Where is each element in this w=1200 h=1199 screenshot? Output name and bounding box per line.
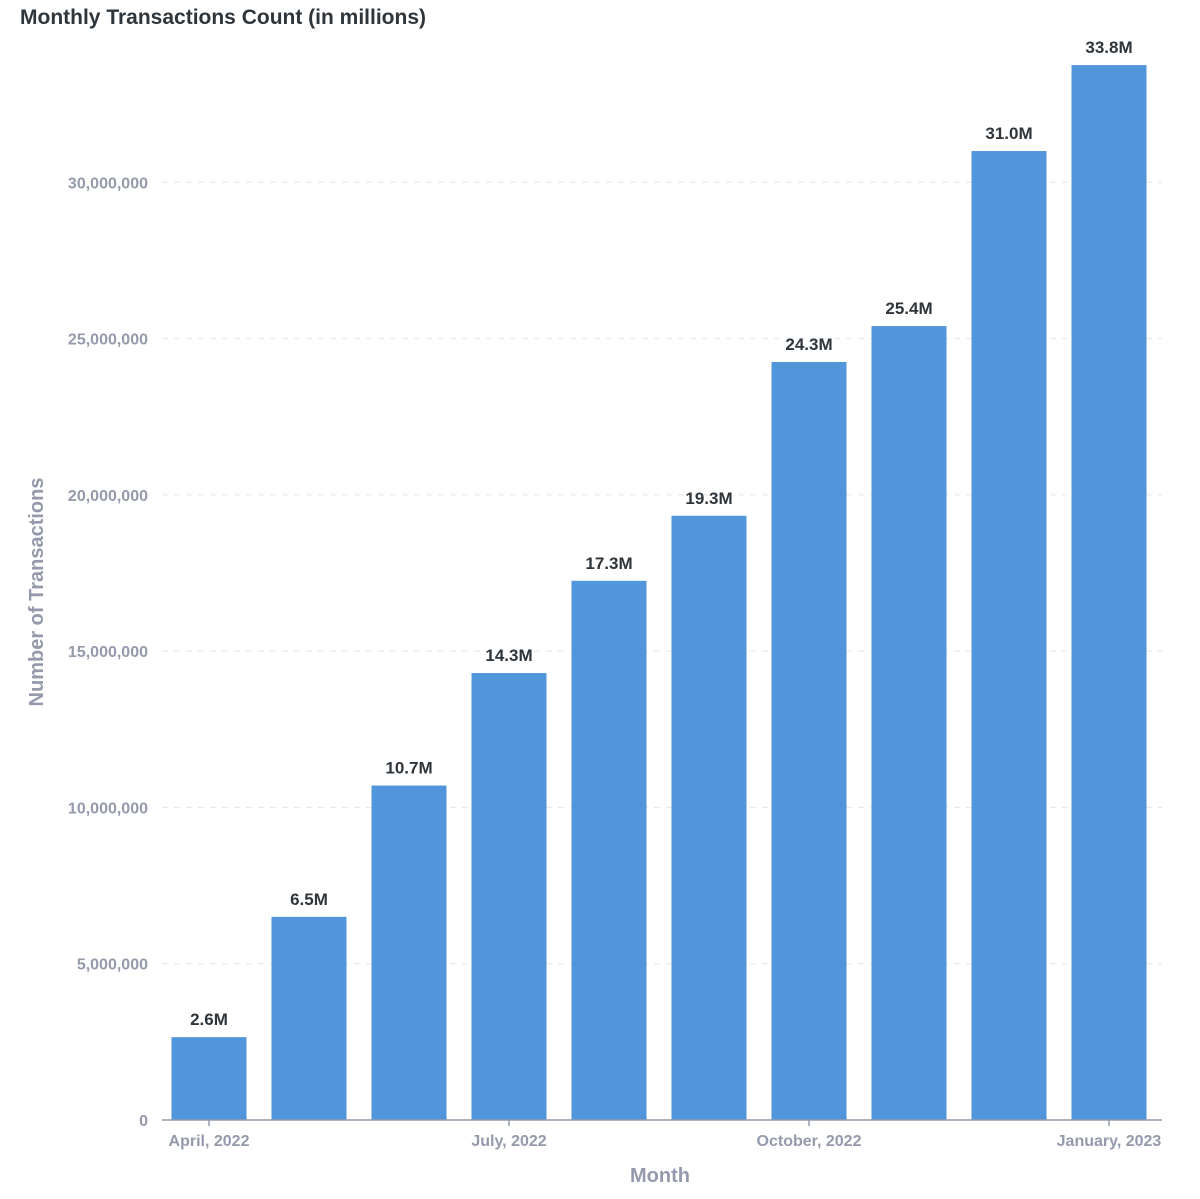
data-label: 6.5M	[290, 890, 328, 909]
bar[interactable]	[571, 580, 647, 1120]
data-labels: 2.6M 6.5M 10.7M 14.3M 17.3M 19.3M 24.3M 25.4M 31…	[190, 38, 1133, 1029]
data-label: 24.3M	[785, 335, 832, 354]
data-label: 25.4M	[885, 299, 932, 318]
chart-title: Monthly Transactions Count (in millions)	[20, 6, 427, 29]
y-axis-title: Number of Transactions	[26, 478, 48, 707]
data-label: 14.3M	[485, 646, 532, 665]
y-tick-label: 30,000,000	[68, 175, 148, 192]
x-tick-label: January, 2023	[1057, 1133, 1162, 1150]
x-axis-title: Month	[630, 1165, 690, 1187]
bar[interactable]	[871, 326, 947, 1120]
bar[interactable]	[671, 515, 747, 1120]
data-label: 31.0M	[985, 124, 1032, 143]
bar[interactable]	[371, 785, 447, 1120]
y-tick-label: 15,000,000	[68, 644, 148, 661]
axes: 0 5,000,000 10,000,000 15,000,000 20,000,000…	[68, 175, 1162, 1150]
bar[interactable]	[271, 916, 347, 1120]
data-label: 2.6M	[190, 1010, 228, 1029]
y-tick-label: 25,000,000	[68, 332, 148, 349]
data-label: 17.3M	[585, 554, 632, 573]
bar[interactable]	[171, 1037, 247, 1120]
x-tick-label: July, 2022	[471, 1133, 546, 1150]
bar[interactable]	[471, 673, 547, 1120]
x-tick-label: April, 2022	[169, 1133, 250, 1150]
y-tick-label: 5,000,000	[77, 957, 148, 974]
bar[interactable]	[1071, 65, 1147, 1121]
data-label: 19.3M	[685, 489, 732, 508]
y-tick-label: 0	[139, 1113, 148, 1130]
y-tick-label: 20,000,000	[68, 488, 148, 505]
x-tick-label: October, 2022	[757, 1133, 862, 1150]
bars	[171, 65, 1147, 1121]
bar[interactable]	[771, 362, 847, 1120]
data-label: 33.8M	[1085, 38, 1132, 57]
y-tick-label: 10,000,000	[68, 800, 148, 817]
bar[interactable]	[971, 151, 1047, 1120]
data-label: 10.7M	[385, 759, 432, 778]
